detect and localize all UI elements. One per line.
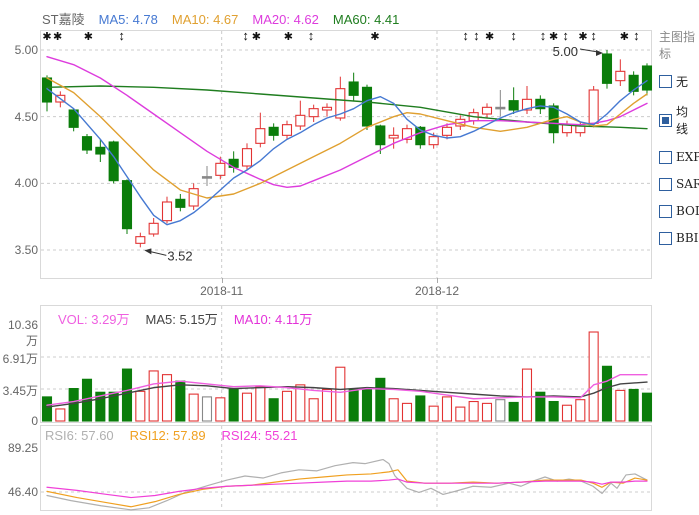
checkbox-icon[interactable] xyxy=(659,150,672,164)
volume-ytick: 0 xyxy=(31,414,38,428)
date-xtick: 2018-12 xyxy=(414,284,459,298)
indicator-option-label: 均线 xyxy=(676,105,689,136)
indicator-option-BOLL[interactable]: BOLL xyxy=(659,204,699,218)
indicator-option-无[interactable]: 无 xyxy=(659,73,699,90)
ma-legend-item: MA5: 4.78 xyxy=(98,12,158,27)
stock-name: ST嘉陵 xyxy=(42,12,85,27)
date-xtick: 2018-11 xyxy=(200,284,244,298)
checkbox-icon[interactable] xyxy=(659,231,672,245)
price-ytick: 5.00 xyxy=(14,43,38,57)
rsi-legend-item: RSI12: 57.89 xyxy=(129,428,206,443)
checkbox-icon[interactable] xyxy=(659,204,672,218)
volume-ytick: 10.36万 xyxy=(7,317,38,348)
indicator-option-label: EXPMA xyxy=(676,150,699,164)
indicator-option-BBI[interactable]: BBI xyxy=(659,231,699,245)
checkbox-icon[interactable] xyxy=(659,177,672,191)
date-tickmark xyxy=(221,278,223,283)
indicator-option-label: 无 xyxy=(676,75,689,89)
indicator-option-label: BBI xyxy=(676,231,699,245)
volume-ytick: 6.91万 xyxy=(2,351,38,366)
checkbox-icon[interactable] xyxy=(659,113,672,127)
date-tickmark xyxy=(436,278,438,283)
indicator-option-EXPMA[interactable]: EXPMA xyxy=(659,150,699,164)
indicator-option-SAR[interactable]: SAR xyxy=(659,177,699,191)
indicator-sidebar: 主图指标 无均线 EXPMA SAR BOLL BBI xyxy=(659,28,699,258)
checkbox-checked-mark xyxy=(662,116,669,124)
ma-legend-item: MA60: 4.41 xyxy=(332,12,400,27)
candlestick-panel[interactable] xyxy=(40,30,652,279)
rsi-legend-item: RSI6: 57.60 xyxy=(45,428,114,443)
ma-legend-item: MA20: 4.62 xyxy=(252,12,319,27)
volume-ytick: 3.45万 xyxy=(2,384,38,399)
rsi-legend: RSI6: 57.60 RSI12: 57.89 RSI24: 55.21 xyxy=(45,428,313,443)
checkbox-icon[interactable] xyxy=(659,75,672,88)
volume-legend: VOL: 3.29万 MA5: 5.15万 MA10: 4.11万 xyxy=(58,309,328,328)
price-ytick: 4.00 xyxy=(14,176,38,191)
main-chart-legend: ST嘉陵 MA5: 4.78 MA10: 4.67 MA20: 4.62 MA60: 4… xyxy=(42,9,427,28)
indicator-option-label: BOLL xyxy=(676,204,699,218)
rsi-legend-item: RSI24: 55.21 xyxy=(221,428,298,443)
indicator-option-label: SAR xyxy=(676,177,699,191)
vol-legend-item: MA5: 5.15万 xyxy=(145,312,218,327)
vol-legend-item: VOL: 3.29万 xyxy=(58,312,130,327)
price-ytick: 4.50 xyxy=(14,109,38,124)
indicator-option-均线[interactable]: 均线 xyxy=(659,103,699,137)
indicator-panel-title: 主图指标 xyxy=(659,30,696,61)
price-ytick: 3.50 xyxy=(14,242,38,257)
ma-legend-item: MA10: 4.67 xyxy=(171,12,239,27)
rsi-ytick: 46.40 xyxy=(7,484,38,499)
vol-legend-item: MA10: 4.11万 xyxy=(233,312,313,327)
rsi-ytick: 89.25 xyxy=(7,441,38,455)
